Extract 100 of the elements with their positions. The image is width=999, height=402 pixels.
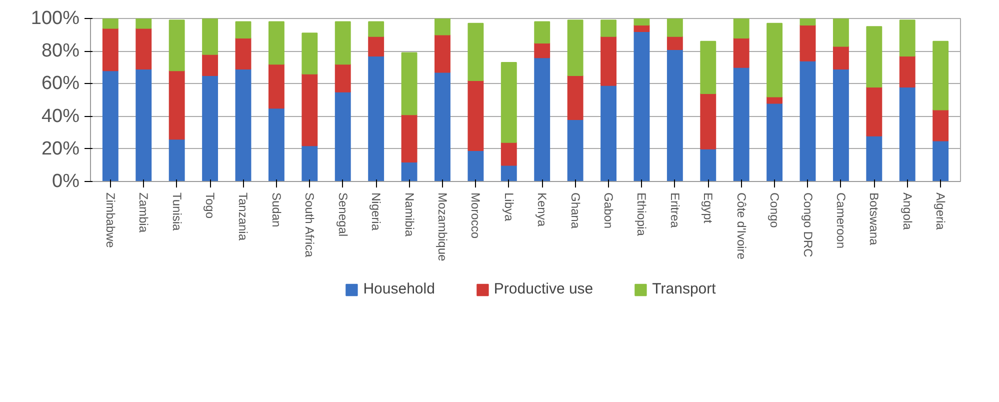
bar xyxy=(136,28,152,70)
bar xyxy=(800,24,816,62)
bar xyxy=(932,140,949,182)
x-tick-label: Congo DRC xyxy=(800,192,815,258)
bar xyxy=(136,68,152,182)
bar xyxy=(202,18,218,55)
bar xyxy=(534,42,550,58)
bar xyxy=(302,145,318,182)
bar xyxy=(168,138,185,182)
x-tick-label: Tunisia xyxy=(170,192,184,232)
bar xyxy=(500,164,517,182)
bar xyxy=(368,55,384,182)
bar xyxy=(666,18,683,37)
bar xyxy=(268,108,284,182)
bar xyxy=(600,20,616,37)
bar xyxy=(302,73,318,146)
bar xyxy=(600,36,616,86)
bar xyxy=(700,92,716,150)
bar xyxy=(401,114,418,162)
bar xyxy=(534,57,550,182)
bar xyxy=(567,20,584,76)
x-tick-label: Namibia xyxy=(402,192,416,237)
y-tick-label: 80% xyxy=(41,40,80,62)
bar xyxy=(932,40,949,110)
x-tick-label: Côte d'Ivoire xyxy=(734,192,748,260)
bar xyxy=(235,38,252,70)
bar xyxy=(500,142,517,166)
x-tick-label: Eritrea xyxy=(668,192,682,228)
x-tick-label: Mozambique xyxy=(435,192,450,262)
bar xyxy=(800,60,816,182)
bar xyxy=(700,40,716,94)
x-tick-label: Nigeria xyxy=(369,192,384,231)
x-tick-label: Libya xyxy=(502,192,516,222)
bar xyxy=(434,34,450,73)
legend-label: Transport xyxy=(652,280,716,298)
bar xyxy=(168,20,185,72)
bar xyxy=(766,102,783,182)
bar xyxy=(102,18,118,29)
bar xyxy=(334,91,351,182)
bar xyxy=(932,109,949,142)
bar xyxy=(136,18,152,29)
x-tick-label: Senegal xyxy=(336,192,350,237)
bar xyxy=(434,18,450,36)
bar xyxy=(434,72,450,182)
x-tick-label: Algeria xyxy=(934,192,948,230)
bar xyxy=(899,55,916,88)
bar xyxy=(368,36,384,56)
x-tick-label: Congo xyxy=(768,192,782,228)
x-tick-label: Ghana xyxy=(568,192,582,229)
x-tick-label: Ethiopia xyxy=(634,192,649,236)
bar xyxy=(500,62,517,143)
bar xyxy=(899,86,916,182)
x-tick-label: Tanzania xyxy=(236,192,250,241)
bar xyxy=(401,52,418,116)
x-tick-label: Angola xyxy=(900,192,914,230)
bar xyxy=(866,26,882,88)
legend-label: Productive use xyxy=(494,280,594,298)
bar xyxy=(268,64,284,109)
x-tick-label: Zimbabwe xyxy=(103,192,118,248)
bar xyxy=(401,161,418,182)
bar xyxy=(800,18,816,26)
x-tick-label: Zambia xyxy=(136,192,151,233)
bar xyxy=(334,21,351,65)
bar xyxy=(666,36,683,50)
y-tick-label: 20% xyxy=(41,138,80,160)
bar xyxy=(468,150,484,182)
bar xyxy=(102,28,118,72)
bar xyxy=(666,48,683,182)
bar xyxy=(202,54,218,76)
bar xyxy=(567,75,584,120)
bar xyxy=(634,31,650,182)
bar xyxy=(334,64,351,92)
x-tick-label: Gabon xyxy=(602,192,616,229)
bar xyxy=(368,21,384,37)
bar xyxy=(832,68,849,182)
y-tick-label: 0% xyxy=(52,171,80,192)
bar xyxy=(235,21,252,39)
bar xyxy=(102,70,118,182)
bar xyxy=(468,22,484,81)
bar xyxy=(600,84,616,182)
bar xyxy=(235,68,252,182)
bar xyxy=(866,135,882,182)
bar xyxy=(534,21,550,44)
bar xyxy=(733,18,750,39)
bar xyxy=(866,86,882,136)
x-tick-label: Sudan xyxy=(269,192,284,228)
bar xyxy=(766,96,783,104)
bar xyxy=(168,70,185,140)
x-tick-label: South Africa xyxy=(302,192,317,258)
bar xyxy=(268,21,284,65)
x-tick-label: Cameroon xyxy=(834,192,848,249)
y-tick-label: 100% xyxy=(30,8,80,29)
x-tick-label: Morocco xyxy=(468,192,483,239)
bar xyxy=(567,119,584,182)
y-tick-label: 40% xyxy=(41,106,80,127)
bar xyxy=(202,75,218,182)
bar xyxy=(700,148,716,182)
x-tick-label: Kenya xyxy=(535,192,550,227)
bar xyxy=(468,80,484,152)
x-tick-label: Botswana xyxy=(867,192,882,246)
